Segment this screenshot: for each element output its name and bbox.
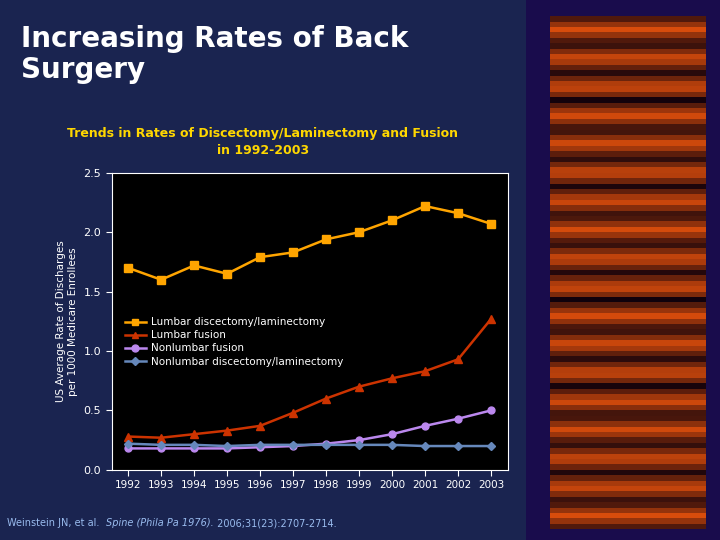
Text: Trends in Rates of Discectomy/Laminectomy and Fusion
in 1992-2003: Trends in Rates of Discectomy/Laminectom… — [67, 127, 459, 157]
Legend: Lumbar discectomy/laminectomy, Lumbar fusion, Nonlumbar fusion, Nonlumbar discec: Lumbar discectomy/laminectomy, Lumbar fu… — [125, 317, 343, 367]
Text: Spine (Phila Pa 1976).: Spine (Phila Pa 1976). — [106, 518, 214, 528]
Text: Increasing Rates of Back
Surgery: Increasing Rates of Back Surgery — [21, 25, 408, 84]
Text: Weinstein JN, et al.: Weinstein JN, et al. — [7, 518, 106, 528]
Text: 2006;31(23):2707-2714.: 2006;31(23):2707-2714. — [214, 518, 336, 528]
Y-axis label: US Average Rate of Discharges
per 1000 Medicare Enrollees: US Average Rate of Discharges per 1000 M… — [56, 240, 78, 402]
